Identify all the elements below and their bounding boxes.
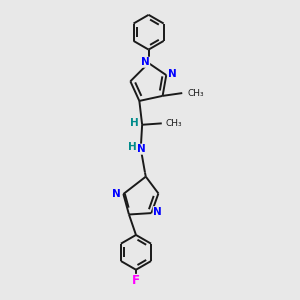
Text: N: N (141, 57, 150, 67)
Text: F: F (132, 274, 140, 287)
Text: H: H (128, 142, 137, 152)
Text: N: N (168, 69, 177, 79)
Text: CH₃: CH₃ (187, 88, 204, 98)
Text: CH₃: CH₃ (166, 119, 183, 128)
Text: N: N (153, 207, 162, 217)
Text: N: N (137, 144, 146, 154)
Text: H: H (130, 118, 139, 128)
Text: N: N (112, 189, 121, 199)
